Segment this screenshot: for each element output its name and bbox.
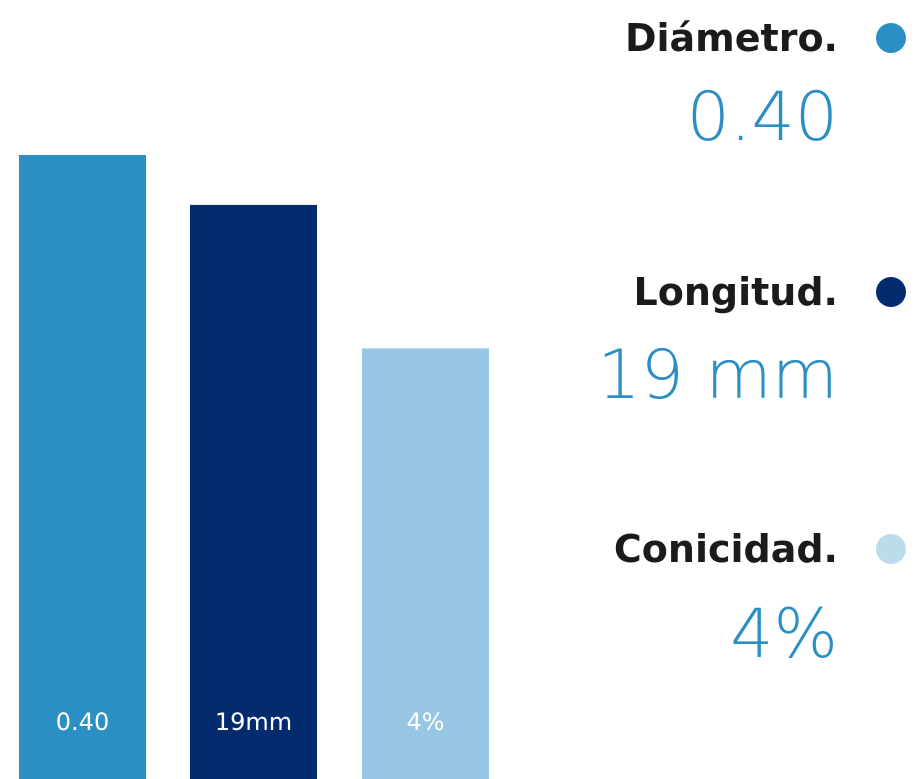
bar-value-label: 4% bbox=[406, 708, 444, 736]
bars-group bbox=[19, 155, 489, 779]
legend-label: Longitud. bbox=[634, 270, 838, 314]
legend-label: Diámetro. bbox=[625, 16, 838, 60]
bar-1 bbox=[19, 155, 146, 779]
bar-2 bbox=[190, 204, 317, 779]
legend-value: 0.40 bbox=[687, 78, 838, 157]
bar-labels-group: 0.40 19mm 4% bbox=[56, 708, 445, 736]
legend-dot-icon bbox=[876, 23, 906, 53]
legend-value: 4% bbox=[730, 595, 838, 674]
legend-value: 19 mm bbox=[597, 336, 838, 415]
legend-label: Conicidad. bbox=[614, 527, 838, 571]
bar-value-label: 19mm bbox=[215, 708, 292, 736]
bar-value-label: 0.40 bbox=[56, 708, 109, 736]
legend: Diámetro. 0.40 Longitud. 19 mm Conicidad. 4% bbox=[597, 16, 906, 674]
bar-3 bbox=[362, 348, 489, 779]
legend-dot-icon bbox=[876, 534, 906, 564]
legend-dot-icon bbox=[876, 277, 906, 307]
